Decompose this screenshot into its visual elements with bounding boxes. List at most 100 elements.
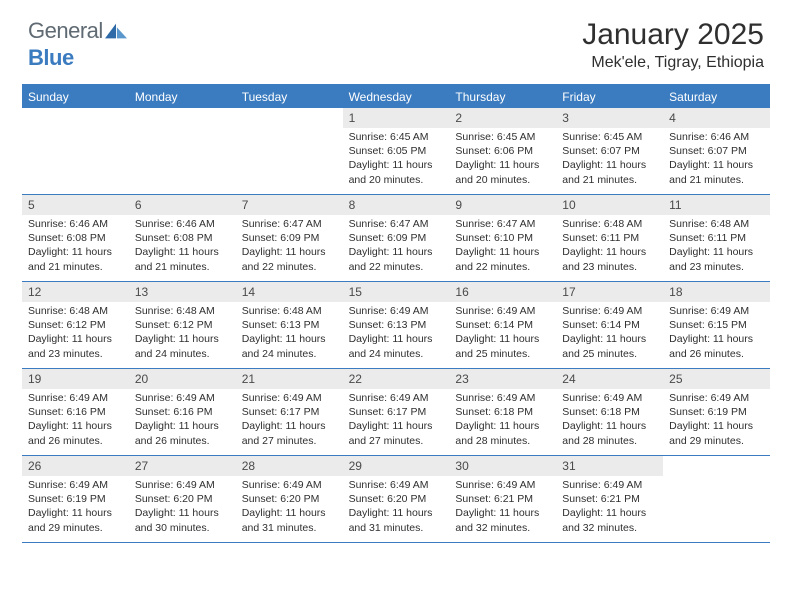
sunset-text: Sunset: 6:15 PM	[669, 318, 764, 332]
daylight-text-1: Daylight: 11 hours	[242, 419, 337, 433]
sunset-text: Sunset: 6:08 PM	[28, 231, 123, 245]
day-number: 4	[663, 108, 770, 128]
day-cell: 7Sunrise: 6:47 AMSunset: 6:09 PMDaylight…	[236, 195, 343, 281]
day-cell: 1Sunrise: 6:45 AMSunset: 6:05 PMDaylight…	[343, 108, 450, 194]
day-number: 6	[129, 195, 236, 215]
day-cell: 16Sunrise: 6:49 AMSunset: 6:14 PMDayligh…	[449, 282, 556, 368]
daylight-text-2: and 26 minutes.	[669, 347, 764, 361]
sunset-text: Sunset: 6:18 PM	[455, 405, 550, 419]
sunrise-text: Sunrise: 6:49 AM	[349, 391, 444, 405]
daylight-text-2: and 28 minutes.	[455, 434, 550, 448]
day-info: Sunrise: 6:46 AMSunset: 6:08 PMDaylight:…	[22, 217, 129, 274]
day-cell: 14Sunrise: 6:48 AMSunset: 6:13 PMDayligh…	[236, 282, 343, 368]
sunset-text: Sunset: 6:16 PM	[28, 405, 123, 419]
sunset-text: Sunset: 6:19 PM	[28, 492, 123, 506]
sunrise-text: Sunrise: 6:49 AM	[455, 478, 550, 492]
daylight-text-2: and 22 minutes.	[349, 260, 444, 274]
sunset-text: Sunset: 6:05 PM	[349, 144, 444, 158]
day-info: Sunrise: 6:46 AMSunset: 6:08 PMDaylight:…	[129, 217, 236, 274]
daylight-text-1: Daylight: 11 hours	[135, 245, 230, 259]
daylight-text-2: and 22 minutes.	[455, 260, 550, 274]
sunset-text: Sunset: 6:20 PM	[349, 492, 444, 506]
daylight-text-1: Daylight: 11 hours	[455, 158, 550, 172]
daylight-text-2: and 27 minutes.	[242, 434, 337, 448]
day-number: 29	[343, 456, 450, 476]
daylight-text-1: Daylight: 11 hours	[562, 506, 657, 520]
day-info: Sunrise: 6:49 AMSunset: 6:18 PMDaylight:…	[556, 391, 663, 448]
daylight-text-1: Daylight: 11 hours	[455, 245, 550, 259]
day-cell: 27Sunrise: 6:49 AMSunset: 6:20 PMDayligh…	[129, 456, 236, 542]
day-number: 10	[556, 195, 663, 215]
day-cell: 22Sunrise: 6:49 AMSunset: 6:17 PMDayligh…	[343, 369, 450, 455]
day-cell: 5Sunrise: 6:46 AMSunset: 6:08 PMDaylight…	[22, 195, 129, 281]
day-number: 1	[343, 108, 450, 128]
day-info: Sunrise: 6:48 AMSunset: 6:12 PMDaylight:…	[22, 304, 129, 361]
daylight-text-2: and 21 minutes.	[562, 173, 657, 187]
daylight-text-1: Daylight: 11 hours	[562, 332, 657, 346]
day-cell: 19Sunrise: 6:49 AMSunset: 6:16 PMDayligh…	[22, 369, 129, 455]
daylight-text-2: and 27 minutes.	[349, 434, 444, 448]
day-info: Sunrise: 6:49 AMSunset: 6:16 PMDaylight:…	[129, 391, 236, 448]
day-number: 31	[556, 456, 663, 476]
sunset-text: Sunset: 6:14 PM	[562, 318, 657, 332]
weekday-friday: Friday	[556, 86, 663, 108]
daylight-text-2: and 31 minutes.	[349, 521, 444, 535]
sunrise-text: Sunrise: 6:49 AM	[349, 478, 444, 492]
day-info: Sunrise: 6:47 AMSunset: 6:09 PMDaylight:…	[343, 217, 450, 274]
sunrise-text: Sunrise: 6:48 AM	[28, 304, 123, 318]
daylight-text-1: Daylight: 11 hours	[135, 332, 230, 346]
day-number: 24	[556, 369, 663, 389]
daylight-text-2: and 25 minutes.	[455, 347, 550, 361]
week-row: 1 Sunrise: 6:45 AM Sunset: 6:05 PM Daylight…	[22, 108, 770, 195]
sunset-text: Sunset: 6:13 PM	[349, 318, 444, 332]
day-number: 17	[556, 282, 663, 302]
day-cell: 11Sunrise: 6:48 AMSunset: 6:11 PMDayligh…	[663, 195, 770, 281]
daylight-text-1: Daylight: 11 hours	[242, 506, 337, 520]
day-cell: 30Sunrise: 6:49 AMSunset: 6:21 PMDayligh…	[449, 456, 556, 542]
daylight-text-1: Daylight: 11 hours	[349, 506, 444, 520]
title-block: January 2025 Mek'ele, Tigray, Ethiopia	[582, 18, 764, 72]
day-info: Sunrise: 6:49 AMSunset: 6:21 PMDaylight:…	[556, 478, 663, 535]
week-row: 5Sunrise: 6:46 AMSunset: 6:08 PMDaylight…	[22, 195, 770, 282]
day-cell: 24Sunrise: 6:49 AMSunset: 6:18 PMDayligh…	[556, 369, 663, 455]
day-info: Sunrise: 6:49 AMSunset: 6:19 PMDaylight:…	[22, 478, 129, 535]
day-cell: 18Sunrise: 6:49 AMSunset: 6:15 PMDayligh…	[663, 282, 770, 368]
daylight-text-1: Daylight: 11 hours	[455, 506, 550, 520]
daylight-text-2: and 32 minutes.	[562, 521, 657, 535]
sunset-text: Sunset: 6:19 PM	[669, 405, 764, 419]
daylight-text-1: Daylight: 11 hours	[669, 419, 764, 433]
day-info: Sunrise: 6:49 AMSunset: 6:21 PMDaylight:…	[449, 478, 556, 535]
daylight-text-2: and 22 minutes.	[242, 260, 337, 274]
sunset-text: Sunset: 6:06 PM	[455, 144, 550, 158]
daylight-text-1: Daylight: 11 hours	[562, 245, 657, 259]
day-number: 30	[449, 456, 556, 476]
day-number: 16	[449, 282, 556, 302]
sunrise-text: Sunrise: 6:45 AM	[562, 130, 657, 144]
sunrise-text: Sunrise: 6:48 AM	[242, 304, 337, 318]
weekday-monday: Monday	[129, 86, 236, 108]
day-number: 2	[449, 108, 556, 128]
weekday-tuesday: Tuesday	[236, 86, 343, 108]
day-cell: 20Sunrise: 6:49 AMSunset: 6:16 PMDayligh…	[129, 369, 236, 455]
day-info: Sunrise: 6:45 AMSunset: 6:06 PMDaylight:…	[449, 130, 556, 187]
sunset-text: Sunset: 6:21 PM	[455, 492, 550, 506]
daylight-text-2: and 20 minutes.	[349, 173, 444, 187]
daylight-text-2: and 21 minutes.	[135, 260, 230, 274]
sunrise-text: Sunrise: 6:47 AM	[349, 217, 444, 231]
daylight-text-1: Daylight: 11 hours	[349, 419, 444, 433]
logo: GeneralBlue	[28, 18, 127, 71]
logo-text-1: General	[28, 18, 103, 43]
sunset-text: Sunset: 6:12 PM	[135, 318, 230, 332]
daylight-text-2: and 31 minutes.	[242, 521, 337, 535]
day-cell: 25Sunrise: 6:49 AMSunset: 6:19 PMDayligh…	[663, 369, 770, 455]
day-cell	[129, 108, 236, 194]
daylight-text-2: and 24 minutes.	[135, 347, 230, 361]
daylight-text-2: and 21 minutes.	[28, 260, 123, 274]
daylight-text-1: Daylight: 11 hours	[28, 245, 123, 259]
day-info: Sunrise: 6:49 AMSunset: 6:20 PMDaylight:…	[129, 478, 236, 535]
day-cell: 29 Sunrise: 6:49 AMSunset: 6:20 PMDayligh…	[343, 456, 450, 542]
daylight-text-2: and 23 minutes.	[562, 260, 657, 274]
daylight-text-1: Daylight: 11 hours	[455, 419, 550, 433]
sunrise-text: Sunrise: 6:49 AM	[242, 391, 337, 405]
header: GeneralBlue January 2025 Mek'ele, Tigray…	[0, 0, 792, 76]
